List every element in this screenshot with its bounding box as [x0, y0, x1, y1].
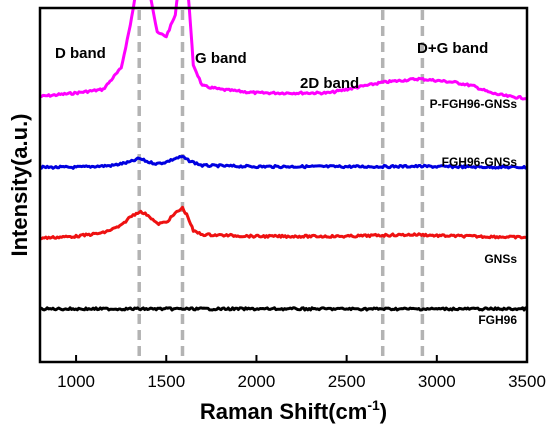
x-tick-label: 1000: [57, 372, 95, 391]
band-label-d-g-band: D+G band: [417, 40, 488, 57]
band-label-g-band: G band: [195, 50, 247, 67]
band-label-2d-band: 2D band: [300, 75, 359, 92]
series-label-p-fgh96-gnss: P-FGH96-GNSs: [430, 97, 518, 111]
label-group: D band G band 2D band D+G band P-FGH96-GNSs F…: [55, 40, 517, 327]
y-axis-label: Intensity(a.u.): [7, 113, 32, 256]
x-tick-label: 2500: [328, 372, 366, 391]
series-line-fgh96-gnss: [39, 154, 528, 170]
x-tick-label: 1500: [147, 372, 185, 391]
series-line-p-fgh96-gnss: [39, 0, 528, 101]
series-label-gnss: GNSs: [484, 252, 517, 266]
band-label-d-band: D band: [55, 45, 106, 62]
series-label-fgh96-gnss: FGH96-GNSs: [442, 155, 518, 169]
series-label-fgh96: FGH96: [478, 313, 517, 327]
band-marker-group: [137, 10, 425, 360]
x-tick-label: 2000: [238, 372, 276, 391]
x-tick-label: 3500: [508, 372, 546, 391]
plot-frame: [38, 6, 529, 364]
x-tick-label: 3000: [418, 372, 456, 391]
series-line-gnss: [39, 205, 528, 241]
series-group: [39, 0, 528, 312]
series-line-fgh96: [39, 306, 528, 312]
x-tick-group: 1000 1500 2000 2500 3000 3500: [57, 355, 546, 391]
x-axis-label: Raman Shift(cm-1): [200, 397, 387, 424]
